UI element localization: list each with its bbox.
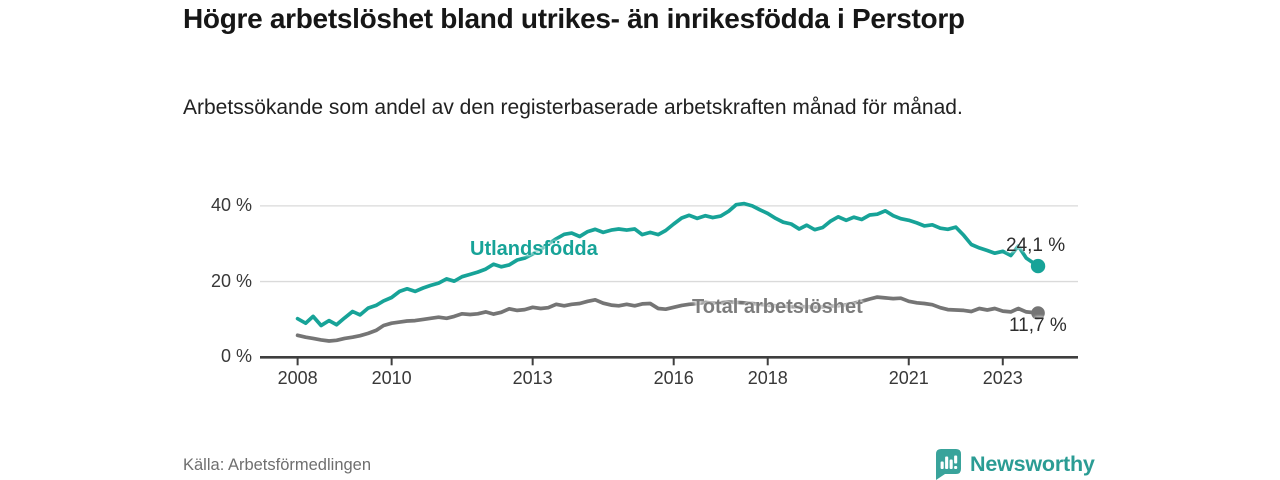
x-tick-label: 2010 <box>371 368 412 388</box>
series-end-dot-utlandsfodda <box>1030 258 1046 274</box>
series-end-dot-total <box>1031 306 1045 320</box>
series-label-total-arbetsloshet: Total arbetslöshet <box>692 296 863 318</box>
end-value-label-utlandsfodda: 24,1 % <box>1006 235 1066 256</box>
x-tick-label: 2018 <box>747 368 788 388</box>
x-tick-label: 2021 <box>888 368 929 388</box>
y-tick-label: 0 % <box>220 346 252 367</box>
newsworthy-logo-icon <box>936 449 961 480</box>
series-line-total <box>295 295 1040 343</box>
page-title: Högre arbetslöshet bland utrikes- än inr… <box>183 3 965 34</box>
source-note: Källa: Arbetsförmedlingen <box>183 456 372 474</box>
x-tick-label: 2013 <box>512 368 553 388</box>
page-subtitle: Arbetssökande som andel av den registerb… <box>183 96 963 119</box>
x-tick-label: 2016 <box>653 368 694 388</box>
series-label-utlandsfodda: Utlandsfödda <box>470 238 598 260</box>
y-tick-label: 40 % <box>210 194 252 215</box>
x-tick-label: 2023 <box>982 368 1023 388</box>
end-value-label-total: 11,7 % <box>1009 315 1067 336</box>
y-tick-label: 20 % <box>210 270 252 291</box>
x-tick-label: 2008 <box>277 368 318 388</box>
series-line-utlandsfodda <box>295 201 1040 328</box>
newsworthy-logo-text: Newsworthy <box>970 451 1095 476</box>
newsworthy-logo: Newsworthy <box>933 448 1095 480</box>
